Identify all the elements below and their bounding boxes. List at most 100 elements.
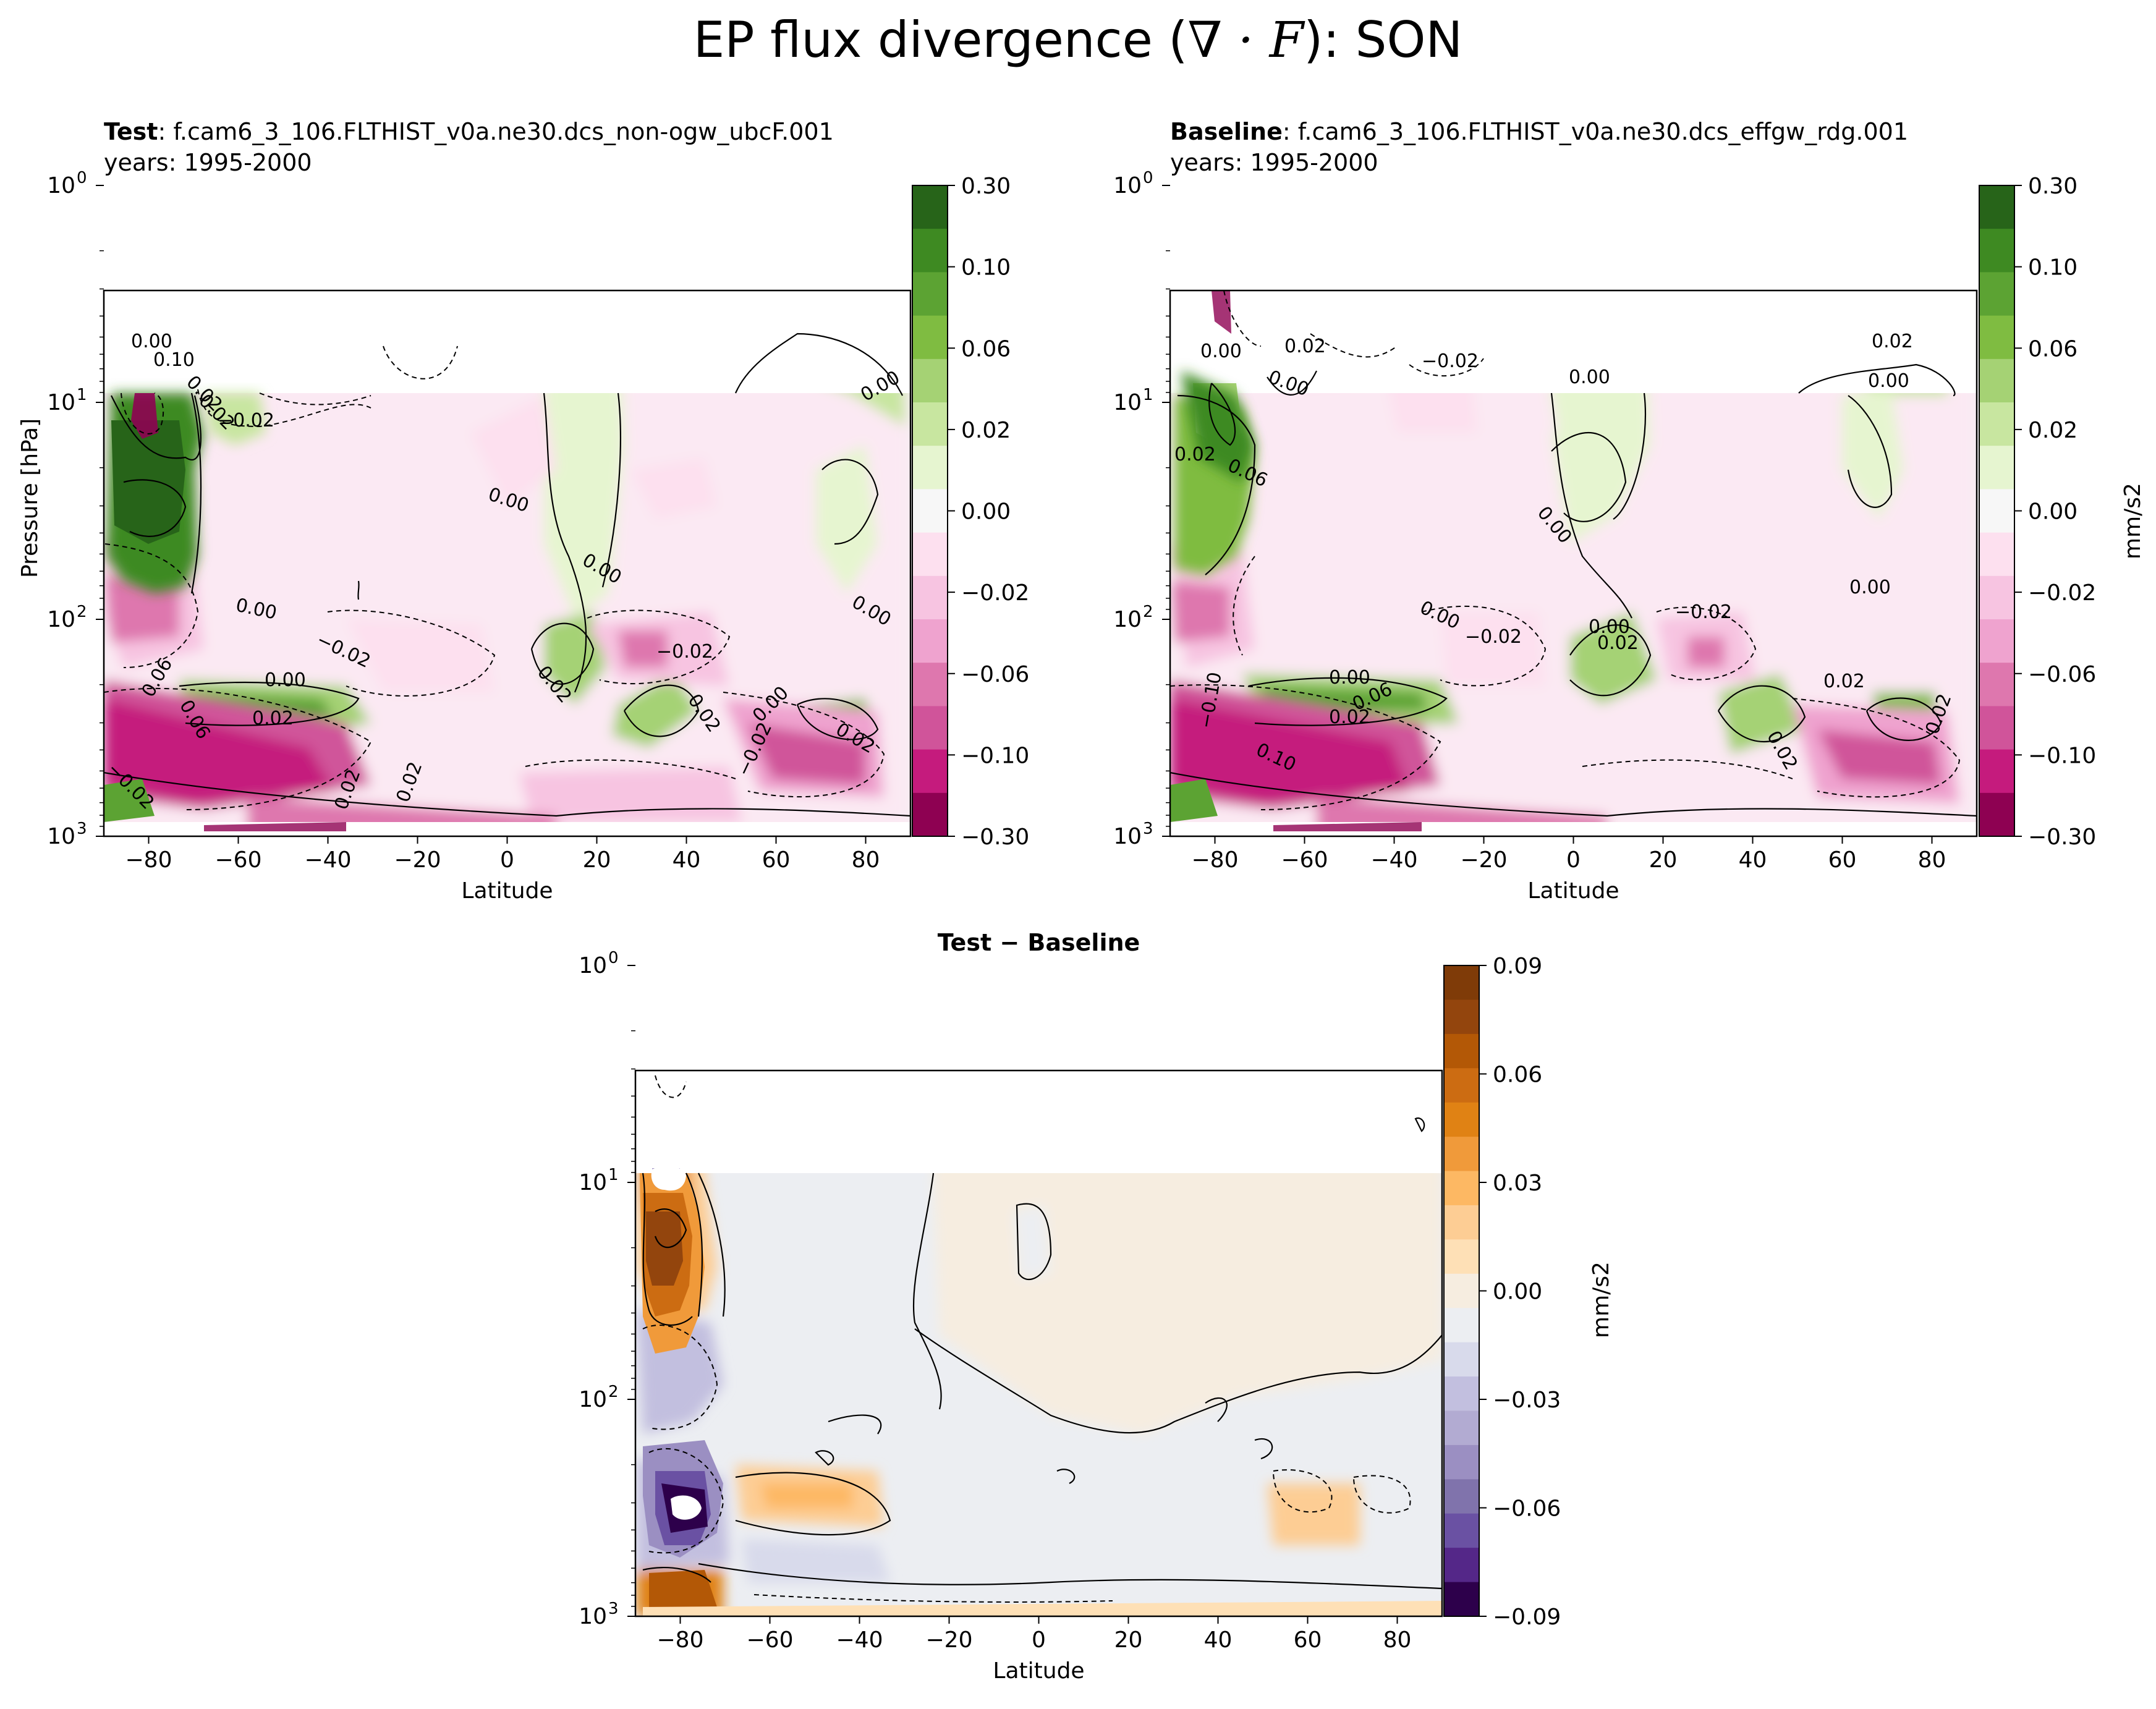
colorbar-tick-label: −0.09 bbox=[1493, 1605, 1561, 1630]
x-tick-label: 0 bbox=[1566, 847, 1581, 873]
x-axis-label: Latitude bbox=[461, 878, 553, 904]
y-tick-exponent: 1 bbox=[608, 1166, 619, 1184]
colorbar-swatch bbox=[1444, 1273, 1479, 1308]
test-title-case: : f.cam6_3_106.FLTHIST_v0a.ne30.dcs_non-… bbox=[158, 118, 834, 145]
colorbar-swatch bbox=[1444, 1548, 1479, 1583]
colorbar-swatch bbox=[1444, 1171, 1479, 1206]
colorbar-swatch bbox=[912, 185, 948, 229]
x-tick-label: 60 bbox=[762, 847, 791, 873]
y-tick-exponent: 3 bbox=[608, 1600, 619, 1618]
colorbar-tick-label: −0.06 bbox=[1493, 1496, 1561, 1522]
test-contour-label: −0.02 bbox=[656, 641, 713, 663]
colorbar-swatch bbox=[912, 706, 948, 750]
x-tick-label: −20 bbox=[1461, 847, 1508, 873]
test-contour-label: 0.02 bbox=[252, 708, 294, 729]
test-contour-label: 0.00 bbox=[265, 669, 306, 691]
y-tick-label: 10 bbox=[47, 607, 75, 632]
colorbar-swatch bbox=[1979, 792, 2014, 837]
y-tick-exponent: 1 bbox=[1143, 386, 1153, 404]
y-tick-exponent: 2 bbox=[608, 1383, 619, 1401]
colorbar-swatch bbox=[1444, 1308, 1479, 1343]
colorbar-swatch bbox=[1444, 1376, 1479, 1412]
colorbar-tick-label: 0.09 bbox=[1493, 954, 1542, 979]
colorbar-swatch bbox=[912, 532, 948, 577]
baseline-contour-label: 0.00 bbox=[1868, 370, 1909, 392]
baseline-contour-label: 0.02 bbox=[1329, 706, 1370, 728]
colorbar-tick-label: 0.03 bbox=[1493, 1171, 1542, 1196]
colorbar-swatch bbox=[912, 315, 948, 360]
test-contour-label: −0.02 bbox=[218, 410, 274, 431]
x-tick-label: −40 bbox=[1371, 847, 1418, 873]
y-tick-exponent: 0 bbox=[608, 949, 619, 967]
colorbar-swatch bbox=[1444, 1239, 1479, 1274]
baseline-contour-label: 0.02 bbox=[1597, 632, 1639, 654]
colorbar-tick-label: 0.06 bbox=[2028, 336, 2077, 362]
x-tick-label: −80 bbox=[657, 1627, 704, 1653]
colorbar-swatch bbox=[1444, 999, 1479, 1035]
colorbar-tick-label: 0.06 bbox=[1493, 1062, 1542, 1088]
diff-colorbar: 0.09 0.06 0.03 0.00 −0.03 −0.06 −0.09 bbox=[1443, 954, 1561, 1630]
colorbar-swatch bbox=[912, 358, 948, 403]
colorbar-swatch bbox=[912, 619, 948, 663]
colorbar-swatch bbox=[1444, 1102, 1479, 1137]
baseline-contour-label: −0.02 bbox=[1422, 350, 1479, 372]
test-panel-title: Test: f.cam6_3_106.FLTHIST_v0a.ne30.dcs_… bbox=[104, 116, 834, 178]
colorbar-swatch bbox=[1444, 1205, 1479, 1240]
colorbar-tick-label: −0.06 bbox=[961, 662, 1029, 687]
colorbar-swatch bbox=[912, 272, 948, 316]
colorbar-tick-label: −0.10 bbox=[961, 743, 1029, 768]
colorbar-swatch bbox=[1444, 1513, 1479, 1548]
baseline-contour-label: 0.00 bbox=[1200, 341, 1242, 362]
baseline-contour-label: 0.02 bbox=[1284, 336, 1326, 357]
colorbar-swatch bbox=[1979, 185, 2014, 229]
colorbar-swatch bbox=[1444, 965, 1479, 1001]
colorbar-swatch bbox=[912, 489, 948, 533]
x-tick-label: 80 bbox=[1383, 1627, 1412, 1653]
colorbar-swatch bbox=[1979, 706, 2014, 750]
colorbar-swatch bbox=[912, 792, 948, 837]
y-tick-label: 10 bbox=[1113, 607, 1142, 632]
y-tick-label: 10 bbox=[1113, 390, 1142, 415]
baseline-contour-label: 0.02 bbox=[1872, 331, 1913, 352]
baseline-years-label: years: 1995-2000 bbox=[1170, 149, 1378, 176]
y-tick-label: 10 bbox=[47, 824, 75, 849]
test-plot-area: 0.00 0.10 0.02 0.02 −0.02 0.00 0.00 0.00… bbox=[47, 169, 912, 904]
diff-colorbar-swatches bbox=[1444, 965, 1479, 1617]
x-axis-label: Latitude bbox=[993, 1658, 1084, 1684]
test-years-label: years: 1995-2000 bbox=[104, 149, 312, 176]
colorbar-swatch bbox=[1979, 446, 2014, 490]
colorbar-tick-label: −0.10 bbox=[2028, 743, 2096, 768]
colorbar-swatch bbox=[1979, 229, 2014, 273]
y-tick-label: 10 bbox=[579, 953, 607, 978]
x-tick-label: 20 bbox=[1114, 1627, 1143, 1653]
colorbar-swatch bbox=[1444, 1410, 1479, 1446]
x-tick-label: 60 bbox=[1294, 1627, 1322, 1653]
colorbar-tick-label: −0.30 bbox=[2028, 825, 2096, 850]
colorbar-swatch bbox=[912, 402, 948, 446]
baseline-title-case: : f.cam6_3_106.FLTHIST_v0a.ne30.dcs_effg… bbox=[1282, 118, 1909, 145]
diff-colorbar-ticks: 0.09 0.06 0.03 0.00 −0.03 −0.06 −0.09 bbox=[1479, 954, 1561, 1630]
baseline-colorbar-ticks: 0.30 0.10 0.06 0.02 0.00 −0.02 −0.06 −0.10 −0.30 bbox=[2014, 174, 2096, 850]
colorbar-swatch bbox=[912, 663, 948, 706]
y-tick-exponent: 3 bbox=[1143, 820, 1153, 838]
diff-panel-title: Test − Baseline bbox=[937, 929, 1140, 956]
colorbar-swatch bbox=[1979, 749, 2014, 794]
y-tick-exponent: 3 bbox=[77, 820, 87, 838]
colorbar-tick-label: 0.00 bbox=[1493, 1279, 1542, 1305]
baseline-plot-area: 0.00 0.02 0.00 −0.02 0.00 0.02 0.00 0.02… bbox=[1113, 169, 1978, 904]
colorbar-swatch bbox=[1444, 1137, 1479, 1172]
y-tick-label: 10 bbox=[579, 1604, 607, 1629]
colorbar-tick-label: −0.03 bbox=[1493, 1388, 1561, 1413]
baseline-contour-label: 0.02 bbox=[1174, 444, 1216, 465]
x-tick-label: 80 bbox=[852, 847, 880, 873]
baseline-field-sharp: 0.00 0.02 0.00 −0.02 0.00 0.02 0.00 0.02… bbox=[1170, 290, 1977, 836]
y-tick-label: 10 bbox=[47, 173, 75, 198]
colorbar-swatch bbox=[1444, 1342, 1479, 1377]
x-tick-label: −60 bbox=[747, 1627, 794, 1653]
x-tick-label: 60 bbox=[1828, 847, 1857, 873]
baseline-contour-label: 0.00 bbox=[1589, 616, 1630, 638]
baseline-colorbar-swatches bbox=[1979, 185, 2014, 837]
